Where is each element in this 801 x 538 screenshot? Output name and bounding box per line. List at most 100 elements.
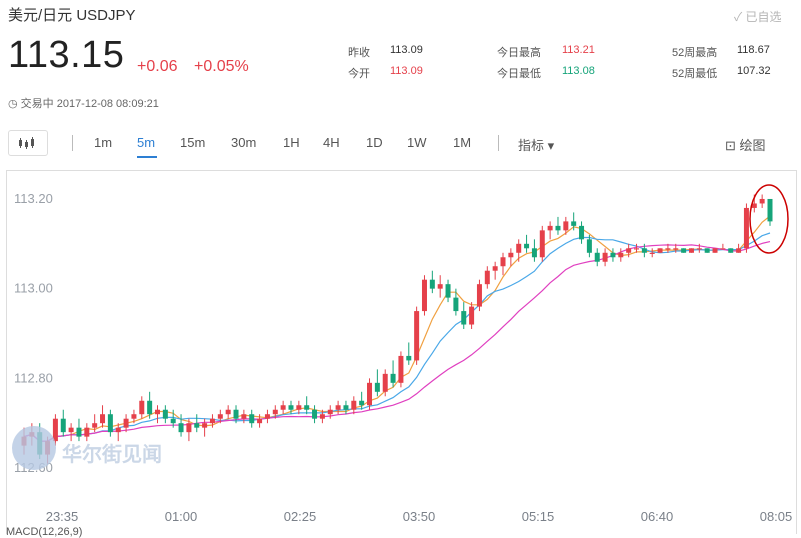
candle-body	[217, 414, 223, 419]
trading-status: ◷ 交易中 2017-12-08 08:09:21	[8, 98, 159, 110]
candle-body	[469, 306, 475, 325]
candle-body	[602, 252, 608, 262]
open-value: 113.09	[390, 65, 423, 77]
draw-chart-icon: ⊡	[725, 138, 740, 153]
candle-body	[123, 418, 129, 428]
x-tick-label: 01:00	[165, 509, 198, 524]
candle-body	[688, 248, 694, 253]
candle-body	[461, 311, 467, 325]
candle-body	[209, 418, 215, 424]
price-change-pct: +0.05%	[194, 58, 249, 75]
candle-body	[139, 400, 145, 415]
candle-body	[398, 355, 404, 383]
draw-button[interactable]: ⊡ 绘图	[725, 138, 766, 153]
candle-body	[92, 423, 98, 428]
favorite-button[interactable]: ✓ 已自选	[734, 10, 782, 24]
price-change: +0.06	[137, 58, 178, 75]
candle-body	[107, 414, 113, 433]
active-period-underline	[137, 156, 157, 158]
candle-body	[131, 414, 137, 419]
candle-body	[359, 400, 365, 406]
w52-high-value: 118.67	[737, 44, 770, 56]
candle-body	[453, 297, 459, 312]
candle-body	[681, 248, 687, 253]
tab-period-15m[interactable]: 15m	[180, 135, 206, 150]
candle-body	[280, 405, 286, 410]
x-tick-label: 05:15	[522, 509, 555, 524]
y-tick-label: 112.80	[14, 370, 53, 385]
candle-body	[170, 418, 176, 424]
candle-body	[767, 198, 773, 222]
candle-body	[626, 248, 632, 253]
w52-high-label: 52周最高	[672, 47, 718, 59]
candle-body	[162, 409, 168, 419]
instrument-title: 美元/日元 USDJPY	[8, 7, 136, 24]
candle-body	[233, 409, 239, 419]
candle-body	[194, 423, 200, 428]
candle-body	[367, 382, 373, 406]
candle-body	[743, 207, 749, 249]
low-value: 113.08	[562, 65, 595, 77]
candle-body	[649, 252, 655, 254]
candle-body	[539, 230, 545, 258]
candle-body	[759, 198, 765, 204]
tab-period-1d[interactable]: 1D	[366, 135, 383, 150]
candle-body	[641, 248, 647, 253]
tab-period-4h[interactable]: 4H	[323, 135, 340, 150]
candle-body	[704, 248, 710, 253]
candle-body	[60, 418, 66, 433]
candle-body	[272, 409, 278, 415]
tab-period-1w[interactable]: 1W	[407, 135, 427, 150]
candle-body	[665, 248, 671, 250]
candle-body	[296, 405, 302, 410]
caret-down-icon: ▾	[544, 138, 555, 153]
candle-body	[736, 248, 742, 253]
candle-body	[484, 270, 490, 285]
candle-body	[586, 239, 592, 253]
watermark-text: 华尔街见闻	[62, 444, 162, 466]
y-tick-label: 113.20	[14, 191, 53, 206]
candle-body	[516, 243, 522, 253]
candle-body	[414, 311, 420, 361]
prev-close-label: 昨收	[348, 47, 370, 59]
candle-body	[390, 373, 396, 383]
tab-period-1m[interactable]: 1M	[453, 135, 472, 150]
candle-body	[508, 252, 514, 258]
candle-body	[406, 355, 412, 361]
candle-body	[374, 382, 380, 392]
candle-body	[335, 405, 341, 410]
chart-area[interactable]	[6, 170, 797, 534]
clock-icon: ◷	[8, 98, 21, 110]
candle-body	[437, 284, 443, 289]
toolbar-divider	[72, 135, 73, 151]
candle-body	[610, 252, 616, 258]
tab-period-1m[interactable]: 1m	[94, 135, 113, 150]
candle-body	[264, 414, 270, 419]
candle-body	[52, 418, 58, 442]
tab-period-30m[interactable]: 30m	[231, 135, 257, 150]
candle-body	[618, 252, 624, 258]
tab-period-1h[interactable]: 1H	[283, 135, 300, 150]
open-label: 今开	[348, 68, 370, 80]
candle-body	[579, 225, 585, 240]
candle-body	[571, 221, 577, 226]
candle-body	[712, 248, 718, 253]
candle-body	[115, 427, 121, 433]
w52-low-label: 52周最低	[672, 68, 718, 80]
candlestick-type-button[interactable]	[8, 130, 48, 156]
high-value: 113.21	[562, 44, 595, 56]
candle-body	[657, 248, 663, 253]
candle-body	[751, 203, 757, 208]
tab-period-5m[interactable]: 5m	[137, 135, 156, 150]
check-icon: ✓	[734, 10, 746, 24]
x-tick-label: 08:05	[760, 509, 793, 524]
candle-body	[547, 225, 553, 231]
candle-body	[257, 418, 263, 424]
ma-long-line	[23, 241, 771, 442]
candle-body	[147, 400, 153, 415]
candle-body	[445, 284, 451, 298]
indicator-dropdown[interactable]: 指标 ▾	[518, 138, 555, 153]
low-label: 今日最低	[497, 68, 541, 80]
candle-body	[382, 373, 388, 392]
candle-body	[84, 427, 90, 437]
